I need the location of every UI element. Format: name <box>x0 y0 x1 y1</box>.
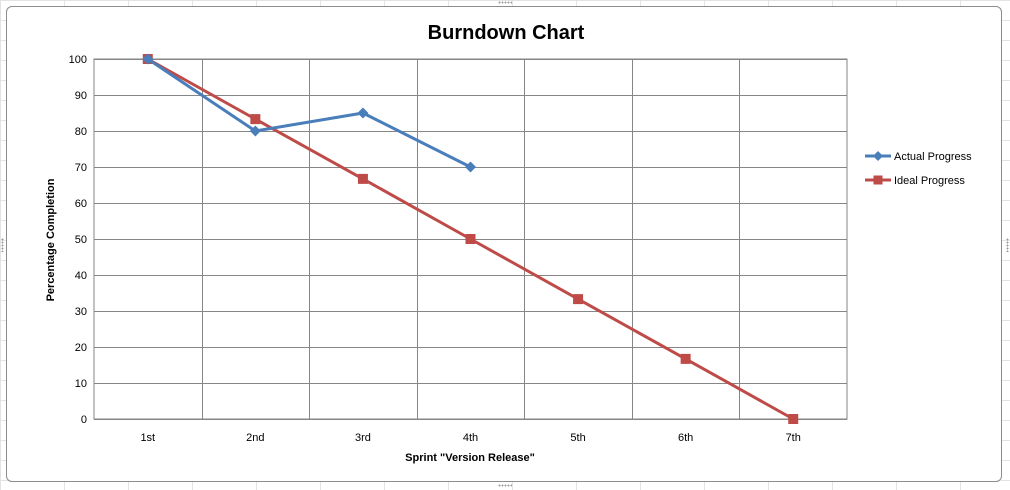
data-point[interactable] <box>357 173 368 184</box>
x-tick-label: 1st <box>140 432 155 444</box>
y-tick-label: 60 <box>75 198 87 210</box>
y-tick-label: 70 <box>75 162 87 174</box>
data-point[interactable] <box>680 353 691 364</box>
y-tick-label: 40 <box>75 270 87 282</box>
legend-label: Ideal Progress <box>894 175 965 187</box>
data-point[interactable] <box>250 114 261 125</box>
chart-area[interactable]: Burndown Chart 0 10 20 30 40 50 60 70 80 90 100 1s… <box>6 6 1002 482</box>
x-axis-title: Sprint "Version Release" <box>405 452 535 464</box>
y-tick-label: 50 <box>75 234 87 246</box>
burndown-chart: Burndown Chart 0 10 20 30 40 50 60 70 80 90 100 1s… <box>45 22 972 464</box>
data-point[interactable] <box>249 125 261 137</box>
x-tick-label: 6th <box>678 432 693 444</box>
data-point[interactable] <box>573 294 584 305</box>
legend-item[interactable]: Ideal Progress <box>865 175 965 187</box>
data-point[interactable] <box>788 414 799 424</box>
x-tick-label: 5th <box>570 432 585 444</box>
resize-handle-bottom[interactable] <box>498 484 512 487</box>
series-layer <box>142 53 799 424</box>
chart-title: Burndown Chart <box>428 22 585 44</box>
y-tick-label: 80 <box>75 126 87 138</box>
x-tick-label: 2nd <box>246 432 264 444</box>
y-axis-title: Percentage Completion <box>45 178 57 301</box>
y-tick-label: 100 <box>69 54 87 66</box>
legend-item[interactable]: Actual Progress <box>865 151 972 163</box>
y-axis-ticks: 0 10 20 30 40 50 60 70 80 90 100 <box>69 54 87 426</box>
resize-handle-right[interactable] <box>1006 238 1009 252</box>
y-tick-label: 10 <box>75 378 87 390</box>
legend-marker <box>873 175 883 185</box>
x-tick-label: 3rd <box>355 432 371 444</box>
series-line <box>146 57 472 169</box>
resize-handle-left[interactable] <box>1 238 4 252</box>
y-tick-label: 0 <box>81 414 87 426</box>
data-point[interactable] <box>357 107 369 119</box>
data-point[interactable] <box>142 53 154 65</box>
x-tick-label: 4th <box>463 432 478 444</box>
y-tick-label: 20 <box>75 342 87 354</box>
y-tick-label: 90 <box>75 90 87 102</box>
legend-label: Actual Progress <box>894 151 972 163</box>
legend-marker <box>873 151 883 161</box>
data-point[interactable] <box>465 161 476 173</box>
series-actual-progress <box>142 53 476 173</box>
x-tick-label: 7th <box>786 432 801 444</box>
data-point[interactable] <box>465 234 476 244</box>
y-tick-label: 30 <box>75 306 87 318</box>
legend[interactable]: Actual Progress Ideal Progress <box>865 151 972 187</box>
x-axis-ticks: 1st 2nd 3rd 4th 5th 6th 7th <box>140 432 800 444</box>
resize-handle-top[interactable] <box>498 1 512 4</box>
